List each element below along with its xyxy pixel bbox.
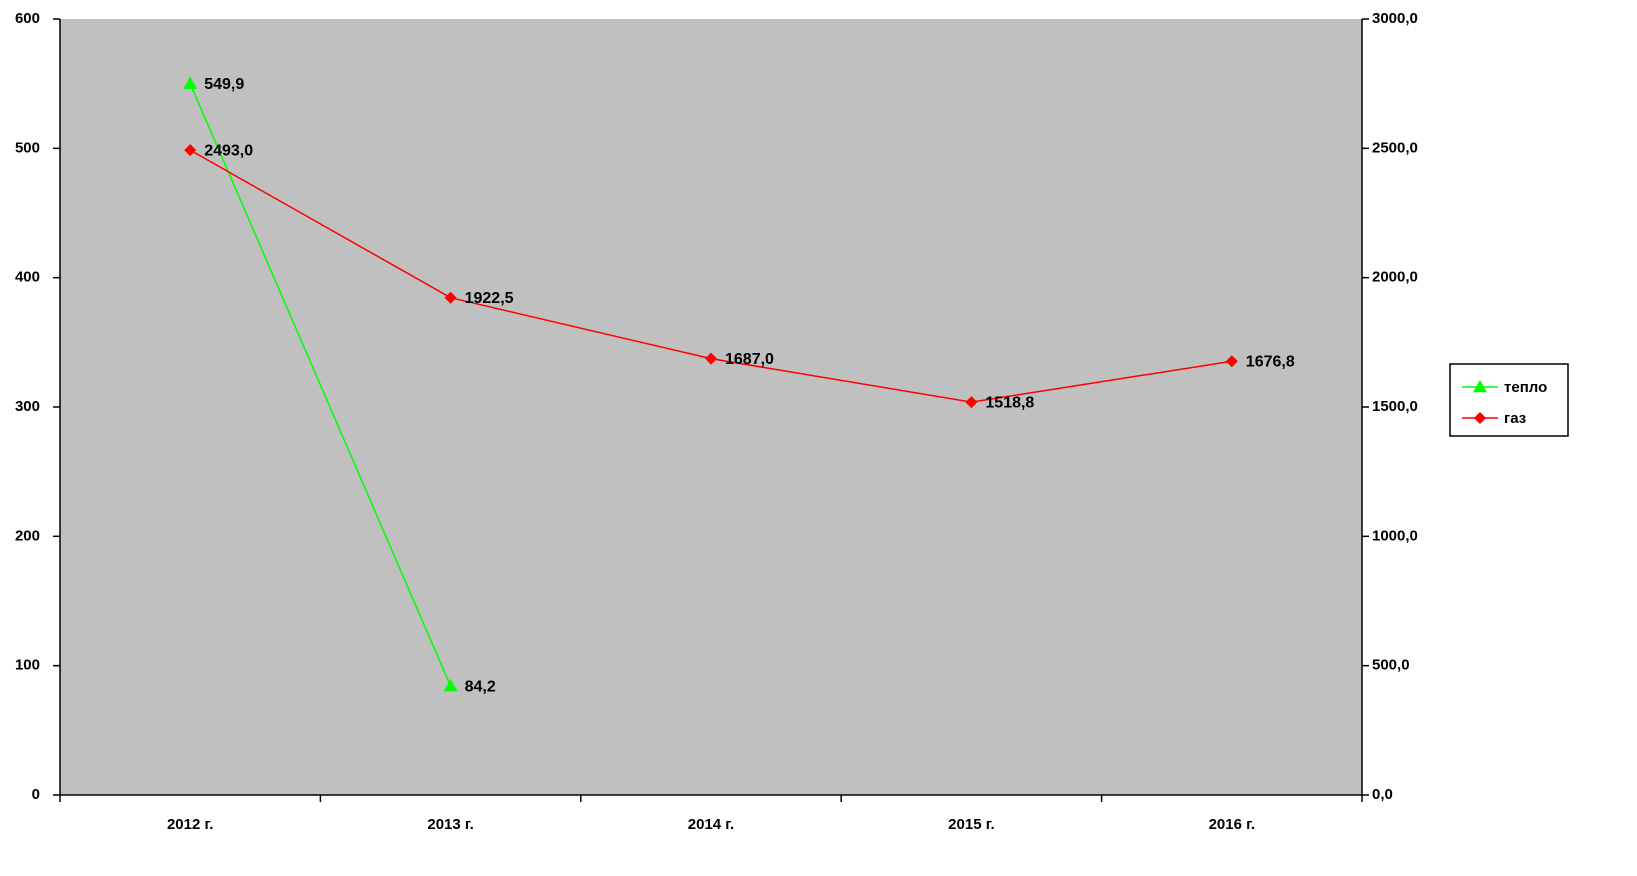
legend-label: тепло <box>1504 379 1547 396</box>
data-point-gaz <box>965 396 978 409</box>
legend-label: газ <box>1504 410 1526 427</box>
legend-marker-icon <box>1474 412 1486 424</box>
right-axis-tick-label: 2000,0 <box>1372 269 1418 286</box>
left-axis-tick-label: 200 <box>15 527 40 544</box>
data-label-gaz: 1687,0 <box>725 351 774 368</box>
data-label-teplo: 84,2 <box>465 678 496 695</box>
legend-box <box>1449 363 1569 437</box>
series-line-teplo <box>189 83 452 687</box>
data-label-gaz: 1676,8 <box>1246 353 1295 370</box>
data-point-teplo <box>183 76 198 90</box>
legend-marker-icon <box>1473 380 1487 393</box>
left-axis-tick-label: 600 <box>15 10 40 27</box>
left-axis-tick-label: 0 <box>32 786 40 803</box>
data-label-gaz: 1518,8 <box>985 394 1034 411</box>
right-axis-tick-label: 500,0 <box>1372 657 1410 674</box>
plot-area <box>60 19 1362 795</box>
left-axis-tick-label: 500 <box>15 139 40 156</box>
data-point-gaz <box>1225 355 1238 368</box>
data-label-gaz: 2493,0 <box>204 142 253 159</box>
right-axis-tick-label: 3000,0 <box>1372 10 1418 27</box>
left-axis-tick-label: 300 <box>15 398 40 415</box>
x-axis-tick-label: 2016 г. <box>1209 816 1255 833</box>
right-axis-tick-label: 0,0 <box>1372 786 1393 803</box>
left-axis-tick-label: 400 <box>15 269 40 286</box>
right-axis-tick-label: 2500,0 <box>1372 139 1418 156</box>
data-point-gaz <box>184 144 197 157</box>
data-point-teplo <box>443 679 458 692</box>
right-axis-tick-label: 1500,0 <box>1372 398 1418 415</box>
data-point-gaz <box>444 291 457 304</box>
x-axis-tick-label: 2013 г. <box>427 816 473 833</box>
x-axis-tick-label: 2012 г. <box>167 816 213 833</box>
data-point-gaz <box>705 352 717 365</box>
x-axis-tick-label: 2015 г. <box>948 816 994 833</box>
right-axis-tick-label: 1000,0 <box>1372 527 1418 544</box>
data-label-gaz: 1922,5 <box>465 290 514 307</box>
left-axis-tick-label: 100 <box>15 657 40 674</box>
data-label-teplo: 549,9 <box>204 76 244 93</box>
x-axis-tick-label: 2014 г. <box>688 816 734 833</box>
